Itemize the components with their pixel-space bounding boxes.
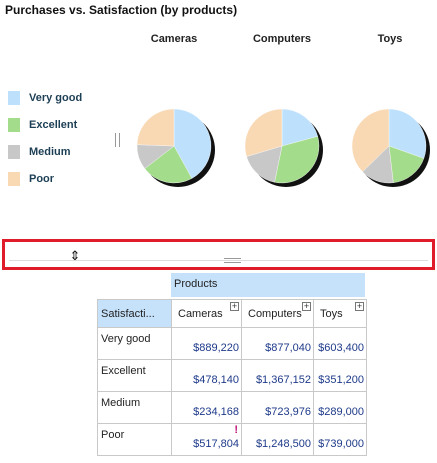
pie-label-cameras: Cameras <box>150 33 198 45</box>
column-header-label: Computers <box>248 307 302 320</box>
pie-shadow <box>356 113 430 187</box>
legend-swatch <box>8 91 20 105</box>
table-cell[interactable]: $478,140 <box>171 359 242 392</box>
table-cell[interactable]: ! $517,804 <box>171 423 242 456</box>
pie-slice-very-good[interactable] <box>281 108 318 147</box>
row-label[interactable]: Excellent <box>97 359 172 392</box>
pie-label-computers: Computers <box>252 33 312 45</box>
products-column-group[interactable]: Products <box>171 273 365 297</box>
table-row: Medium $234,168 $723,976 $289,000 <box>97 391 367 424</box>
column-header-computers[interactable]: Computers + <box>241 299 314 328</box>
pie-label-toys: Toys <box>377 33 403 45</box>
table-cell[interactable]: $739,000 <box>313 423 367 456</box>
column-header-label: Toys <box>320 307 343 320</box>
column-header-cameras[interactable]: Cameras + <box>171 299 242 328</box>
table-row: Poor ! $517,804 $1,248,500 $739,000 <box>97 423 367 456</box>
resize-arrow-icon[interactable]: ⇕ <box>69 248 81 263</box>
pie-slice-excellent[interactable] <box>274 136 320 184</box>
chart-title: Purchases vs. Satisfaction (by products) <box>5 3 238 17</box>
legend-item-poor[interactable]: Poor <box>8 171 128 187</box>
table-cell[interactable]: $889,220 <box>171 327 242 360</box>
pie-slice-poor[interactable] <box>244 108 283 157</box>
table-cell[interactable]: $289,000 <box>313 391 367 424</box>
pie-slice-medium[interactable] <box>362 145 394 184</box>
pie-computers[interactable] <box>244 108 323 187</box>
legend-swatch <box>8 118 20 132</box>
table-cell[interactable]: $877,040 <box>241 327 314 360</box>
pivot-table: Satisfacti... Cameras + Computers + Toys… <box>97 299 367 456</box>
pie-slice-very-good[interactable] <box>388 108 427 159</box>
pie-slice-poor[interactable] <box>136 108 175 147</box>
splitter-line <box>9 260 428 261</box>
legend-item-very-good[interactable]: Very good <box>8 90 128 106</box>
expand-plus-icon[interactable]: + <box>355 301 364 311</box>
pie-slice-excellent[interactable] <box>144 145 193 184</box>
expand-plus-icon[interactable]: + <box>230 301 239 311</box>
pie-slice-medium[interactable] <box>246 145 283 183</box>
expand-plus-icon[interactable]: + <box>302 301 311 311</box>
pie-slice-excellent[interactable] <box>388 145 425 183</box>
column-header-toys[interactable]: Toys + <box>313 299 367 328</box>
table-row: Very good $889,220 $877,040 $603,400 <box>97 327 367 360</box>
row-label[interactable]: Very good <box>97 327 172 360</box>
legend-swatch <box>8 145 20 159</box>
pie-slice-very-good[interactable] <box>173 108 212 179</box>
legend-label: Medium <box>29 146 71 158</box>
table-header-row: Satisfacti... Cameras + Computers + Toys… <box>97 299 367 328</box>
table-cell[interactable]: $351,200 <box>313 359 367 392</box>
table-row: Excellent $478,140 $1,367,152 $351,200 <box>97 359 367 392</box>
column-header-label: Cameras <box>178 307 223 320</box>
pie-cameras[interactable] <box>136 108 215 187</box>
legend-label: Poor <box>29 173 55 185</box>
legend-label: Very good <box>29 92 83 104</box>
legend-swatch <box>8 172 20 186</box>
cell-value: $517,804 <box>193 438 239 450</box>
table-cell[interactable]: $1,367,152 <box>241 359 314 392</box>
pie-toys[interactable] <box>351 108 430 187</box>
pie-shadow <box>141 113 215 187</box>
row-header-satisfaction[interactable]: Satisfacti... <box>97 299 172 328</box>
legend-item-medium[interactable]: Medium <box>8 144 128 160</box>
legend-item-excellent[interactable]: Excellent <box>8 117 128 133</box>
horizontal-splitter[interactable]: ⇕ <box>2 239 435 270</box>
warning-flag-icon: ! <box>234 424 238 436</box>
legend-label: Excellent <box>29 119 78 131</box>
table-cell[interactable]: $723,976 <box>241 391 314 424</box>
splitter-grip-icon[interactable] <box>224 258 241 263</box>
table-cell[interactable]: $234,168 <box>171 391 242 424</box>
table-cell[interactable]: $603,400 <box>313 327 367 360</box>
pie-shadow <box>249 113 323 187</box>
vertical-splitter-grip[interactable] <box>115 133 120 147</box>
table-cell[interactable]: $1,248,500 <box>241 423 314 456</box>
row-label[interactable]: Medium <box>97 391 172 424</box>
row-label[interactable]: Poor <box>97 423 172 456</box>
pie-slice-poor[interactable] <box>351 108 390 173</box>
pie-slice-medium[interactable] <box>136 144 175 169</box>
